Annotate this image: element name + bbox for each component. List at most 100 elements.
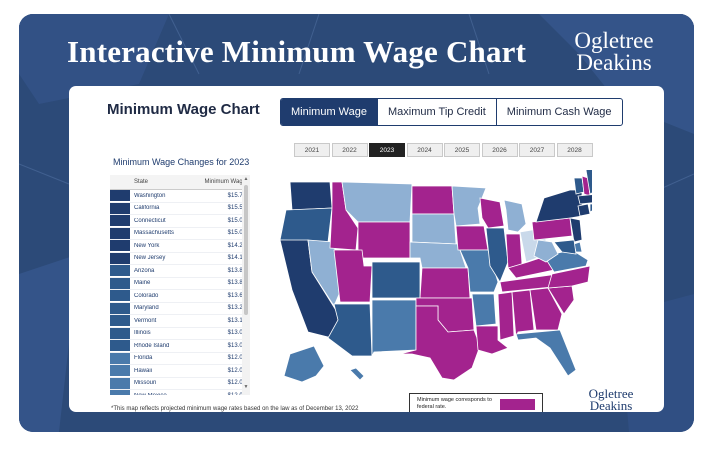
state-in[interactable] xyxy=(505,233,523,269)
state-name: Florida xyxy=(134,355,153,362)
state-ga[interactable] xyxy=(529,287,563,331)
year-selector: 2021 2022 2023 2024 2025 2026 2027 2028 xyxy=(294,143,594,157)
table-header: State Minimum Wage xyxy=(110,175,250,190)
state-nv[interactable] xyxy=(307,239,341,307)
table-row[interactable]: Arizona $13.85 xyxy=(110,265,250,278)
wage-color-swatch xyxy=(110,377,130,389)
brand-logo-small: Ogletree Deakins xyxy=(581,387,641,412)
chart-panel: Minimum Wage Chart Minimum Wage Maximum … xyxy=(69,86,664,412)
table-scrollbar[interactable]: ▲ ▼ xyxy=(242,175,250,395)
state-mn[interactable] xyxy=(451,185,487,227)
tab-minimum-wage[interactable]: Minimum Wage xyxy=(281,99,377,125)
tab-maximum-tip-credit[interactable]: Maximum Tip Credit xyxy=(377,99,496,125)
state-nm[interactable] xyxy=(371,299,417,357)
brand-logo: Ogletree Deakins xyxy=(574,28,654,74)
table-row[interactable]: Colorado $13.65 xyxy=(110,290,250,303)
wage-color-swatch xyxy=(110,227,130,239)
wage-color-swatch xyxy=(110,190,130,202)
table-row[interactable]: Connecticut $15.00 xyxy=(110,215,250,228)
wage-table: State Minimum Wage Washington $15.74 Calif… xyxy=(110,175,250,395)
state-hi[interactable] xyxy=(349,367,365,381)
state-mt[interactable] xyxy=(341,181,413,223)
table-row[interactable]: Missouri $12.00 xyxy=(110,377,250,390)
table-row[interactable]: Florida $12.00 xyxy=(110,352,250,365)
state-me[interactable] xyxy=(585,170,592,195)
state-ks[interactable] xyxy=(419,267,471,299)
state-name: Colorado xyxy=(134,292,159,299)
state-or[interactable] xyxy=(279,207,333,243)
state-wage: $14.13 xyxy=(227,255,246,262)
scroll-up-icon[interactable]: ▲ xyxy=(243,176,249,182)
year-button-2021[interactable]: 2021 xyxy=(294,143,330,157)
brand-logo-line1: Ogletree xyxy=(574,28,654,53)
state-wage: $13.80 xyxy=(227,280,246,287)
page-title: Interactive Minimum Wage Chart xyxy=(67,34,527,69)
state-co[interactable] xyxy=(371,261,421,299)
table-row[interactable]: Illinois $13.00 xyxy=(110,327,250,340)
table-row[interactable]: Hawaii $12.00 xyxy=(110,365,250,378)
state-sd[interactable] xyxy=(411,213,457,245)
table-row[interactable]: New Mexico$12.00 xyxy=(110,390,250,395)
year-button-2028[interactable]: 2028 xyxy=(556,143,593,157)
state-il[interactable] xyxy=(485,227,509,283)
wage-color-swatch xyxy=(110,277,130,289)
table-row[interactable]: New York $14.20 xyxy=(110,240,250,253)
table-row[interactable]: New Jersey $14.13 xyxy=(110,252,250,265)
state-wv[interactable] xyxy=(533,239,559,263)
state-wage: $12.00 xyxy=(194,393,246,395)
state-ny[interactable] xyxy=(535,189,583,223)
state-nj[interactable] xyxy=(569,217,583,243)
tab-minimum-cash-wage[interactable]: Minimum Cash Wage xyxy=(495,99,622,125)
wage-color-swatch xyxy=(110,340,130,352)
column-header-minimum-wage[interactable]: Minimum Wage xyxy=(204,179,246,185)
state-md[interactable] xyxy=(553,239,577,255)
wage-color-swatch xyxy=(110,390,130,395)
column-header-state[interactable]: State xyxy=(134,179,149,185)
state-ct[interactable] xyxy=(577,203,591,217)
year-button-2025[interactable]: 2025 xyxy=(444,143,480,157)
state-wage: $13.18 xyxy=(227,317,246,324)
wage-type-tabs: Minimum Wage Maximum Tip Credit Minimum … xyxy=(280,98,623,126)
state-ri[interactable] xyxy=(589,203,592,213)
state-ma[interactable] xyxy=(577,194,592,205)
state-az[interactable] xyxy=(327,303,373,357)
table-row[interactable]: Maine $13.80 xyxy=(110,277,250,290)
year-button-2024[interactable]: 2024 xyxy=(406,143,443,157)
state-name: Vermont xyxy=(134,317,157,324)
wage-color-swatch xyxy=(110,290,130,302)
state-wa[interactable] xyxy=(289,181,333,211)
state-ak[interactable] xyxy=(283,345,325,382)
year-button-2027[interactable]: 2027 xyxy=(519,143,555,157)
wage-color-swatch xyxy=(110,215,130,227)
table-row[interactable]: Rhode Island $13.00 xyxy=(110,340,250,353)
state-ar[interactable] xyxy=(471,293,497,327)
state-al[interactable] xyxy=(511,289,535,339)
scroll-down-icon[interactable]: ▼ xyxy=(243,384,249,390)
wage-color-swatch xyxy=(110,265,130,277)
state-ms[interactable] xyxy=(497,291,515,341)
state-nc[interactable] xyxy=(547,265,591,289)
state-wy[interactable] xyxy=(357,221,411,259)
state-mi[interactable] xyxy=(503,199,527,233)
table-row[interactable]: Maryland $13.25 xyxy=(110,302,250,315)
table-row[interactable]: Vermont $13.18 xyxy=(110,315,250,328)
year-button-2022[interactable]: 2022 xyxy=(331,143,368,157)
year-button-2023[interactable]: 2023 xyxy=(369,143,405,157)
state-fl[interactable] xyxy=(515,329,577,377)
table-row[interactable]: Washington $15.74 xyxy=(110,190,250,203)
state-nd[interactable] xyxy=(411,185,455,215)
table-row[interactable]: Massachusetts $15.00 xyxy=(110,227,250,240)
state-wage: $12.00 xyxy=(227,380,246,387)
state-name: Missouri xyxy=(134,380,157,387)
state-name: Rhode Island xyxy=(134,342,170,349)
scrollbar-thumb[interactable] xyxy=(244,185,248,315)
state-wi[interactable] xyxy=(479,197,505,229)
year-button-2026[interactable]: 2026 xyxy=(481,143,518,157)
table-row[interactable]: California $15.50 xyxy=(110,202,250,215)
state-ia[interactable] xyxy=(455,225,489,251)
panel-title: Minimum Wage Chart xyxy=(107,101,260,118)
state-name: California xyxy=(134,205,160,212)
wage-color-swatch xyxy=(110,252,130,264)
state-la[interactable] xyxy=(475,325,509,355)
state-tx[interactable] xyxy=(399,305,481,381)
